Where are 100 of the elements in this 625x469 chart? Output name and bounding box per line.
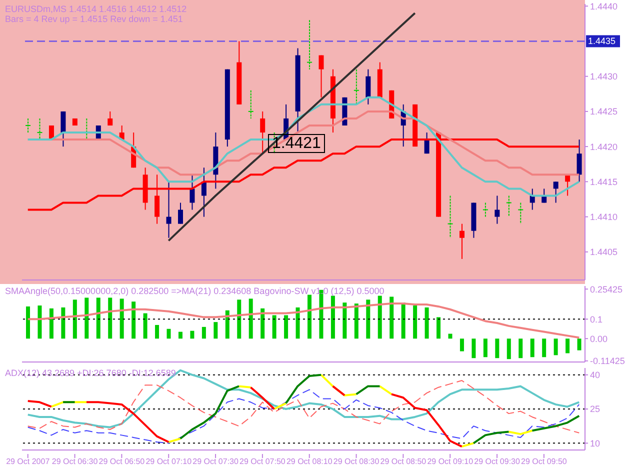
y-tick-label: 1.4405 xyxy=(590,247,618,258)
bar xyxy=(506,338,511,360)
bar xyxy=(61,307,66,339)
x-tick-label: 29 Oct 08:50 xyxy=(380,457,427,466)
candlestick xyxy=(307,20,312,70)
x-tick-label: 29 Oct 08:10 xyxy=(286,457,333,466)
bar xyxy=(495,338,500,358)
x-tick-label: 29 Oct 09:30 xyxy=(474,457,520,466)
candlestick xyxy=(494,195,500,224)
candlestick xyxy=(26,118,31,134)
line-series xyxy=(27,389,580,444)
chart-title: ADX(12) 43.2689 +DI:26.7680 -DI:12.6589 xyxy=(5,368,176,378)
bar xyxy=(401,302,406,339)
y-tick-label: 25 xyxy=(590,404,600,414)
x-tick-label: 29 Oct 06:30 xyxy=(52,457,98,466)
candlestick xyxy=(424,132,430,154)
y-tick-label: 1.4415 xyxy=(590,176,618,187)
candlestick xyxy=(108,110,113,126)
bar xyxy=(483,338,488,358)
y-tick-label: 0.25425 xyxy=(590,284,623,294)
bar xyxy=(436,317,441,339)
line-series xyxy=(27,380,580,434)
bar xyxy=(448,334,452,339)
chart-title: SMAAngle(50,0.15000000,2,0) 0.282500 =>MA(21) 0.234608 Bagovino-SW v1.0 (12,5) 0.5000 xyxy=(5,286,384,296)
bar xyxy=(554,338,558,356)
bar xyxy=(354,304,358,339)
x-tick-label: 29 Oct 09:50 xyxy=(521,457,568,466)
line-series xyxy=(26,302,580,339)
bar xyxy=(84,298,89,339)
bar xyxy=(72,300,77,339)
candlestick xyxy=(553,181,558,204)
y-tick-label: -0.11425 xyxy=(590,356,625,366)
x-tick-label: 29 Oct 07:50 xyxy=(240,457,286,466)
x-tick-label: 29 Oct 09:10 xyxy=(427,457,474,466)
bar xyxy=(26,306,30,339)
bar xyxy=(155,324,160,339)
bar xyxy=(566,338,570,354)
candlestick xyxy=(506,195,512,218)
bar xyxy=(378,296,382,339)
x-tick-label: 29 Oct 07:30 xyxy=(192,457,239,466)
candlestick xyxy=(576,139,582,182)
bar xyxy=(120,298,124,339)
candlestick xyxy=(178,202,183,224)
candlestick xyxy=(248,90,254,119)
bar xyxy=(272,315,276,339)
bar xyxy=(577,338,582,350)
bar xyxy=(166,328,171,339)
candlestick xyxy=(482,202,488,218)
x-tick-label: 29 Oct 08:30 xyxy=(333,457,380,466)
annotation: 1.4421 xyxy=(268,134,325,153)
candlestick xyxy=(37,118,42,140)
candlestick xyxy=(190,174,195,210)
bar xyxy=(366,300,370,339)
y-tick-label: 40 xyxy=(590,370,600,380)
bar xyxy=(296,307,300,339)
bar xyxy=(248,298,253,339)
bar xyxy=(390,296,394,339)
bar xyxy=(472,338,476,358)
candlestick xyxy=(354,68,359,105)
bar xyxy=(108,298,112,339)
y-tick-label: 1.4420 xyxy=(590,142,618,152)
candlestick xyxy=(166,181,172,238)
candlestick xyxy=(518,202,524,224)
x-tick-label: 29 Oct 07:10 xyxy=(146,457,192,466)
bar xyxy=(460,338,464,352)
candlestick xyxy=(60,110,66,148)
bar xyxy=(38,305,42,339)
bar xyxy=(284,315,288,339)
x-tick-label: 29 Oct 06:50 xyxy=(98,457,146,466)
bar xyxy=(190,330,194,339)
candlestick xyxy=(260,110,266,154)
bar xyxy=(424,307,429,339)
bar xyxy=(308,294,312,339)
candlestick xyxy=(460,223,464,260)
bar xyxy=(132,302,136,339)
bar xyxy=(518,338,523,358)
y-tick-label: 1.4425 xyxy=(590,106,618,117)
candlestick xyxy=(366,68,371,105)
y-tick-label: 1.4430 xyxy=(590,72,618,82)
bar xyxy=(225,310,230,339)
x-tick-label: 29 Oct 2007 xyxy=(6,457,50,466)
bar xyxy=(342,302,347,339)
y-tick-label: 1.4440 xyxy=(590,1,618,12)
y-tick-label: 0.1 xyxy=(590,314,603,324)
candlestick xyxy=(318,54,324,98)
bar xyxy=(530,338,534,358)
y-tick-label: 1.4410 xyxy=(590,212,618,222)
bar xyxy=(542,338,546,358)
y-tick-label: 10 xyxy=(590,438,600,448)
bar xyxy=(260,308,265,339)
bar xyxy=(214,322,218,339)
bar xyxy=(202,326,206,339)
bar xyxy=(49,308,54,339)
bar xyxy=(96,298,100,339)
bar xyxy=(330,296,335,339)
ref-line-label: 1.4435 xyxy=(588,36,616,46)
candlestick xyxy=(448,195,453,238)
bar xyxy=(237,300,242,339)
bar xyxy=(413,305,418,339)
y-tick-label: 0.00 xyxy=(590,334,608,344)
